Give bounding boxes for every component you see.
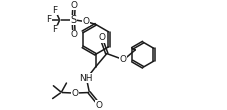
Text: O: O	[71, 89, 78, 97]
Text: F: F	[47, 16, 52, 25]
Text: S: S	[70, 15, 76, 25]
Text: F: F	[52, 6, 57, 15]
Text: O: O	[70, 30, 77, 39]
Text: O: O	[120, 55, 127, 64]
Text: O: O	[95, 101, 102, 110]
Text: NH: NH	[79, 73, 93, 82]
Text: O: O	[98, 33, 105, 42]
Text: F: F	[52, 25, 57, 34]
Text: O: O	[82, 17, 89, 26]
Text: O: O	[70, 1, 77, 10]
